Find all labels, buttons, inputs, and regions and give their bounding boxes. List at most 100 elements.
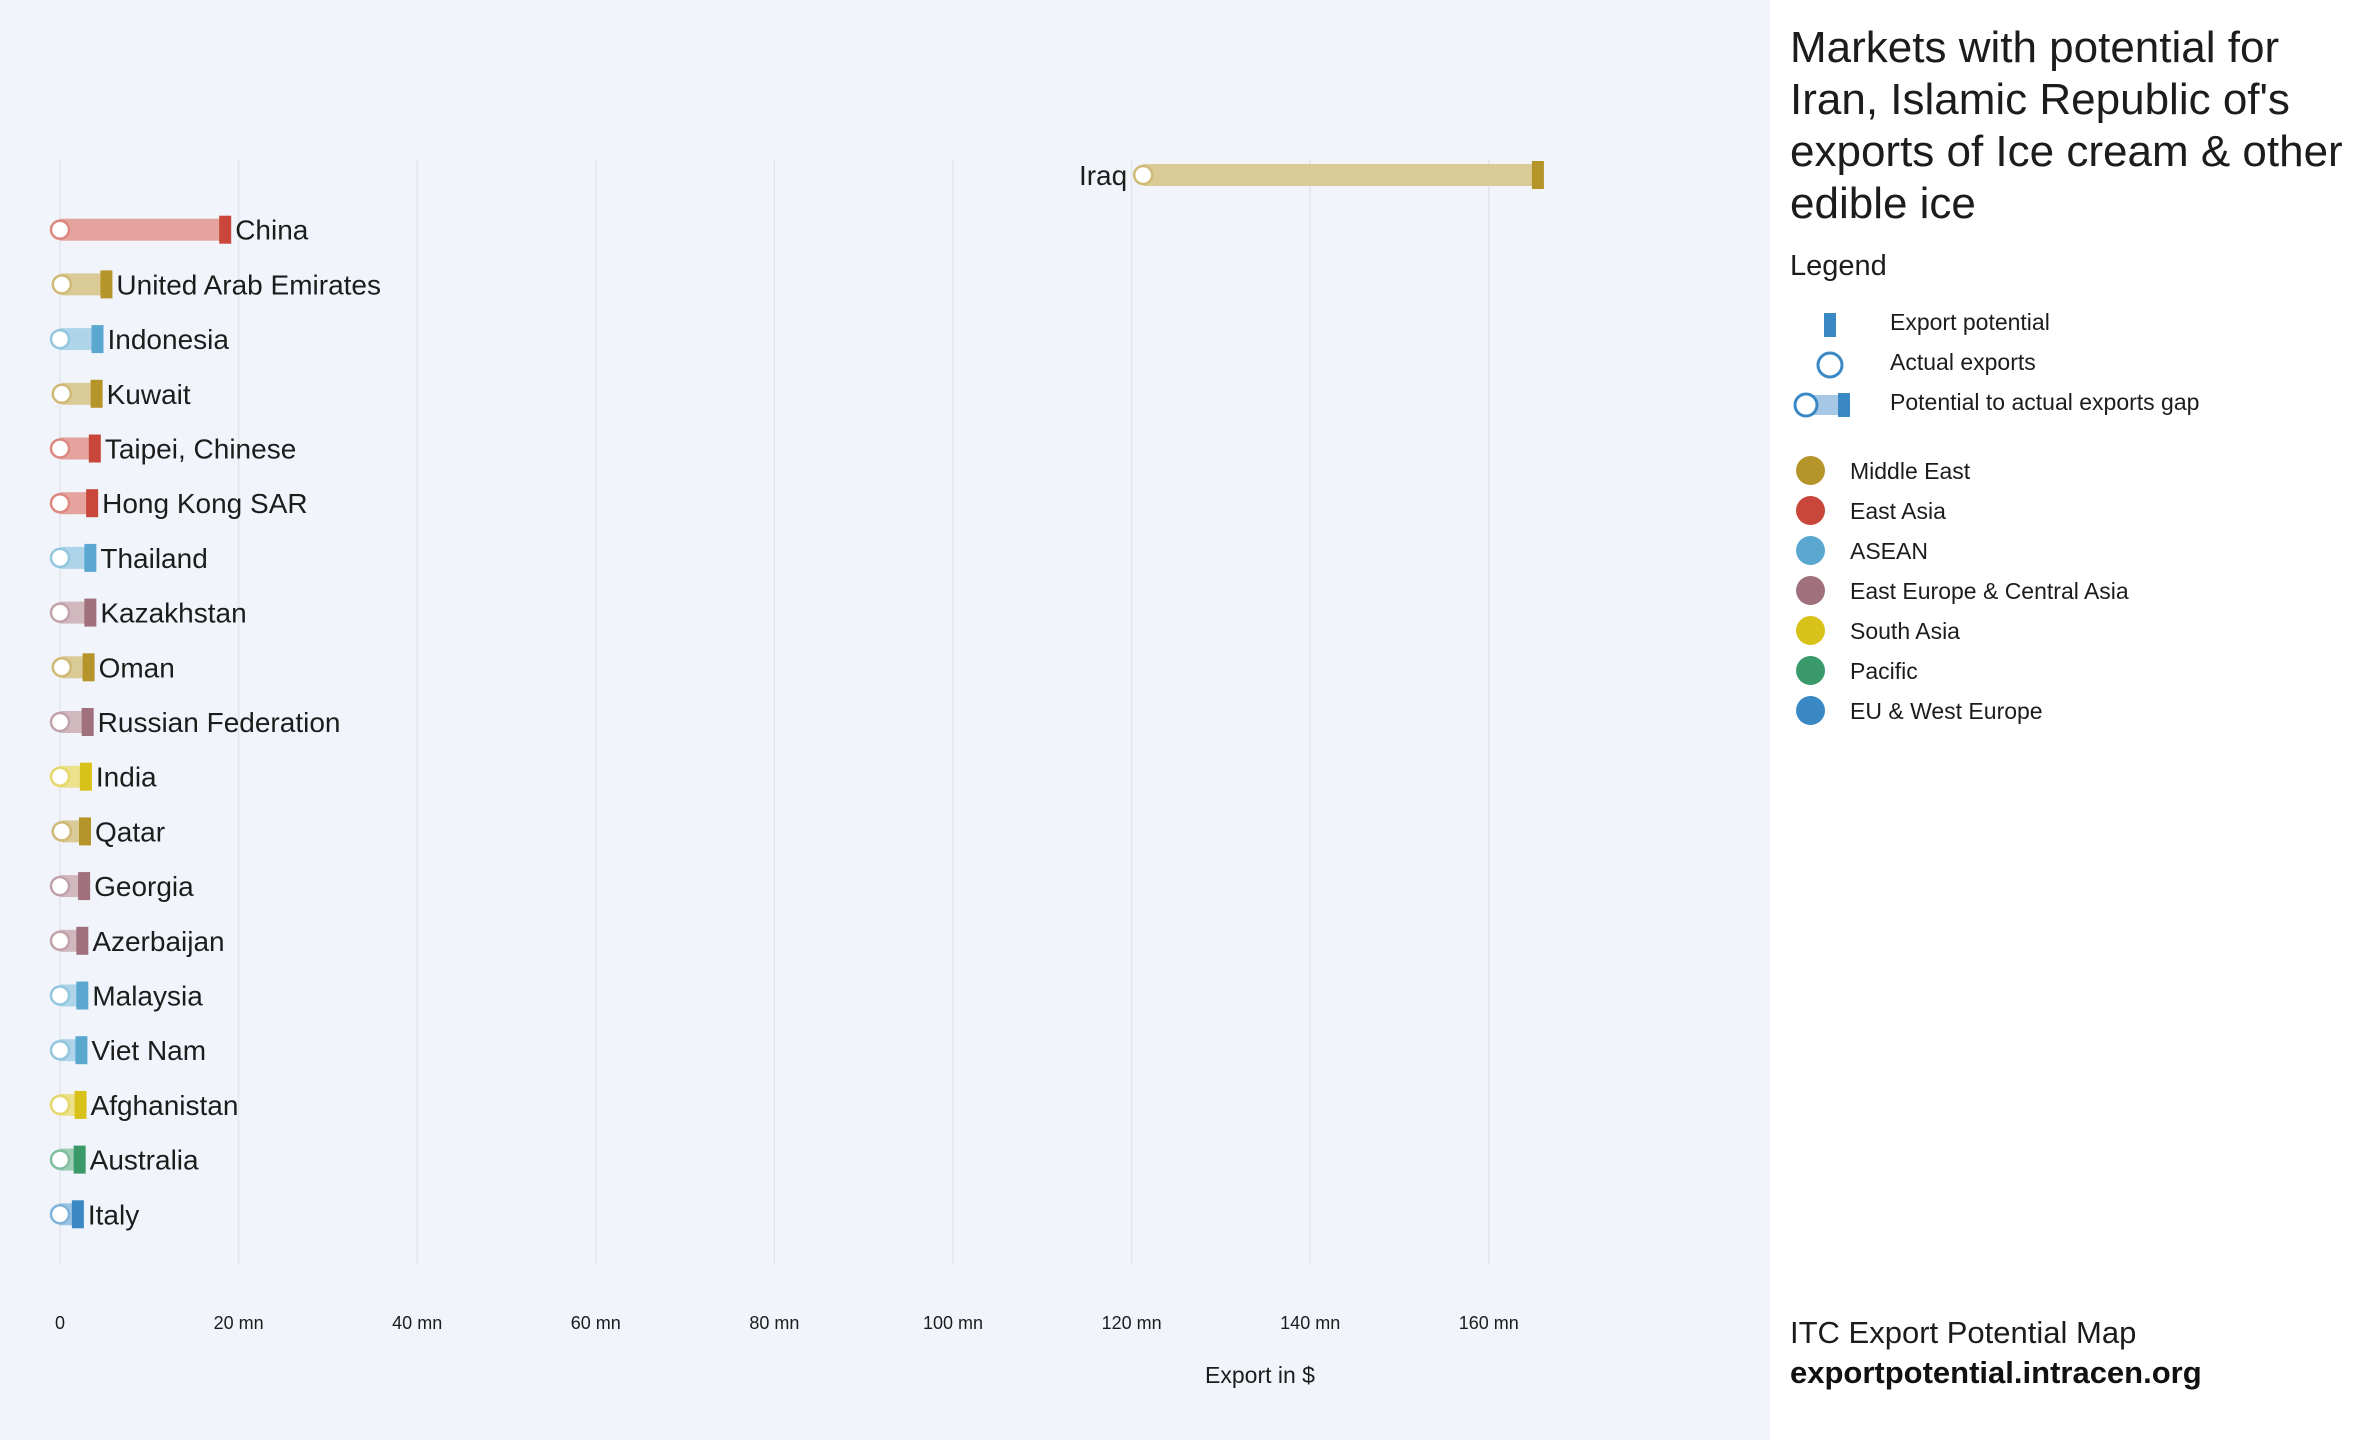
market-label: Taipei, Chinese [105,434,296,465]
market-label: Italy [88,1199,139,1230]
gap-bar [60,218,226,241]
potential-marker [86,489,99,518]
potential-marker [219,215,232,244]
potential-marker [73,1145,86,1174]
market-label: Indonesia [108,324,230,355]
potential-marker [79,762,92,791]
footer-brand: ITC Export Potential Map [1790,1315,2137,1350]
market-label: India [96,762,157,793]
market-label: Afghanistan [91,1090,239,1121]
potential-marker [100,270,113,299]
actual-marker [51,383,73,405]
gap-bar [60,437,95,460]
actual-marker [49,328,71,350]
potential-marker [76,926,89,955]
market-label: China [235,215,309,246]
potential-marker [74,1090,87,1119]
footer-url-link[interactable]: exportpotential.intracen.org [1790,1355,2202,1390]
market-label: Hong Kong SAR [102,488,307,519]
gap-bar [61,273,107,296]
actual-marker [49,711,71,733]
legend-item-export-potential: Export potential [1770,305,2360,345]
x-tick-label: 120 mn [1102,1313,1162,1333]
region-label: East Asia [1850,498,1946,524]
actual-marker [49,547,71,569]
region-label: South Asia [1850,618,1960,644]
actual-marker [51,274,73,295]
legend-label: Potential to actual exports gap [1890,389,2200,415]
actual-marker [49,1149,71,1170]
export-potential-chart: 0 20 mn 40 mn 60 mn 80 mn 100 mn 120 mn 140 mn 1… [49,160,1544,1388]
actual-circle-icon [1816,351,1844,379]
legend-label: Export potential [1890,309,2050,335]
x-tick-label: 20 mn [214,1313,264,1333]
potential-marker [76,981,89,1010]
actual-marker [49,492,71,514]
x-tick-label: 60 mn [571,1313,621,1333]
market-label: Russian Federation [98,707,341,738]
gap-icon [1793,392,1850,418]
x-tick-label: 40 mn [392,1313,442,1333]
legend-label: Actual exports [1890,349,2036,375]
region-dot-icon [1796,656,1825,685]
region-label: EU & West Europe [1850,698,2043,724]
region-dot-icon [1796,456,1825,485]
market-label: United Arab Emirates [116,269,381,300]
potential-bar-icon [1824,313,1836,337]
x-axis-label: Export in $ [1205,1362,1315,1388]
potential-marker [81,708,94,736]
market-label: Iraq [1079,160,1127,191]
x-tick-label: 100 mn [923,1313,983,1333]
potential-marker [84,543,97,572]
side-panel: Markets with potential for Iran, Islamic… [1770,0,2360,1440]
region-dot-icon [1796,616,1825,645]
chart-title: Markets with potential for Iran, Islamic… [1790,23,2343,228]
potential-marker [82,653,95,682]
legend-item-actual-exports: Actual exports [1770,345,2360,385]
region-dot-icon [1796,536,1825,565]
actual-marker [49,602,71,623]
actual-marker [51,821,73,842]
potential-marker [1531,161,1544,189]
chart-area: 0 20 mn 40 mn 60 mn 80 mn 100 mn 120 mn 140 mn 1… [0,0,1770,1440]
market-label: Viet Nam [91,1035,206,1066]
legend-region-south-asia: South Asia [1770,612,2360,652]
market-label: Australia [90,1145,199,1176]
market-label: Azerbaijan [92,926,224,957]
actual-marker [51,657,73,678]
market-label: Thailand [100,543,207,574]
market-label: Georgia [94,871,194,902]
legend-region-eu-west-europe: EU & West Europe [1770,692,2360,732]
x-tick-label: 0 [55,1313,65,1333]
legend-region-east-europe-central-asia: East Europe & Central Asia [1770,572,2360,612]
potential-marker [90,379,103,408]
legend-region-east-asia: East Asia [1770,492,2360,532]
actual-marker [49,766,71,787]
market-label: Kuwait [107,379,191,410]
legend-region-asean: ASEAN [1770,532,2360,572]
gap-bar [61,382,97,405]
actual-marker [1132,164,1154,186]
actual-marker [49,1094,71,1116]
potential-marker [88,434,101,463]
potential-marker [78,872,91,901]
actual-marker [49,985,71,1006]
potential-marker [79,817,92,846]
x-tick-label: 160 mn [1459,1313,1519,1333]
region-dot-icon [1796,576,1825,605]
actual-marker [49,930,71,952]
actual-marker [49,1204,71,1225]
region-label: East Europe & Central Asia [1850,578,2129,604]
x-tick-label: 140 mn [1280,1313,1340,1333]
region-label: Pacific [1850,658,1918,684]
region-label: ASEAN [1850,538,1928,564]
potential-marker [84,598,97,627]
legend-region-pacific: Pacific [1770,652,2360,692]
actual-marker [49,438,71,459]
potential-marker [75,1036,88,1065]
actual-marker [49,1039,71,1061]
potential-marker [71,1200,84,1229]
market-label: Oman [99,652,175,683]
market-label: Qatar [95,816,165,847]
legend-region-middle-east: Middle East [1770,452,2360,492]
